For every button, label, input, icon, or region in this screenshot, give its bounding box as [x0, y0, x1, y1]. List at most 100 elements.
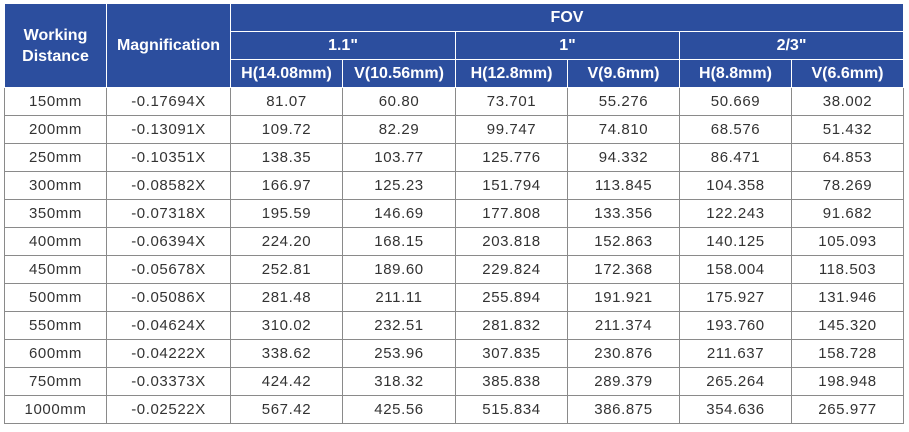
- table-cell: 191.921: [567, 283, 680, 312]
- table-cell: 131.946: [791, 283, 904, 312]
- table-cell: 211.11: [342, 283, 456, 312]
- table-cell: 81.07: [230, 87, 343, 116]
- table-cell: 230.876: [567, 339, 680, 368]
- table-cell: 211.637: [679, 339, 792, 368]
- table-cell: 300mm: [4, 171, 107, 200]
- table-cell: 158.004: [679, 255, 792, 284]
- sensor-group-header: 2/3": [679, 31, 904, 60]
- table-cell: 138.35: [230, 143, 343, 172]
- table-cell: 200mm: [4, 115, 107, 144]
- table-cell: -0.13091X: [106, 115, 231, 144]
- table-cell: 310.02: [230, 311, 343, 340]
- table-row: 350mm -0.07318X 195.59 146.69 177.808 133.356…: [4, 199, 904, 228]
- table-cell: 224.20: [230, 227, 343, 256]
- table-cell: 515.834: [455, 395, 568, 424]
- table-cell: 253.96: [342, 339, 456, 368]
- table-cell: 103.77: [342, 143, 456, 172]
- table-cell: 567.42: [230, 395, 343, 424]
- table-cell: -0.05086X: [106, 283, 231, 312]
- table-cell: -0.08582X: [106, 171, 231, 200]
- table-row: 150mm -0.17694X 81.07 60.80 73.701 55.276 50.6…: [4, 87, 904, 116]
- table-cell: 73.701: [455, 87, 568, 116]
- table-cell: 203.818: [455, 227, 568, 256]
- table-cell: 86.471: [679, 143, 792, 172]
- table-cell: 385.838: [455, 367, 568, 396]
- table-cell: 175.927: [679, 283, 792, 312]
- subcolumn-header: H(14.08mm): [230, 59, 343, 88]
- subcolumn-header: H(12.8mm): [455, 59, 568, 88]
- table-cell: 113.845: [567, 171, 680, 200]
- table-cell: 168.15: [342, 227, 456, 256]
- table-cell: 64.853: [791, 143, 904, 172]
- table-cell: 125.776: [455, 143, 568, 172]
- table-cell: 51.432: [791, 115, 904, 144]
- table-body: 150mm -0.17694X 81.07 60.80 73.701 55.276 50.6…: [4, 87, 904, 424]
- table-cell: 146.69: [342, 199, 456, 228]
- table-cell: 338.62: [230, 339, 343, 368]
- subcolumn-header: H(8.8mm): [679, 59, 792, 88]
- table-cell: 105.093: [791, 227, 904, 256]
- table-cell: -0.10351X: [106, 143, 231, 172]
- table-row: 300mm -0.08582X 166.97 125.23 151.794 113.845…: [4, 171, 904, 200]
- table-cell: 350mm: [4, 199, 107, 228]
- fov-header: FOV: [230, 3, 904, 32]
- table-cell: -0.17694X: [106, 87, 231, 116]
- table-cell: 600mm: [4, 339, 107, 368]
- table-cell: 289.379: [567, 367, 680, 396]
- table-cell: 151.794: [455, 171, 568, 200]
- subcolumn-header: V(6.6mm): [791, 59, 904, 88]
- table-cell: 265.977: [791, 395, 904, 424]
- table-cell: 122.243: [679, 199, 792, 228]
- table-cell: 60.80: [342, 87, 456, 116]
- fov-table: Working Distance Magnification FOV 1.1" …: [4, 3, 904, 424]
- table-cell: 281.48: [230, 283, 343, 312]
- table-cell: 198.948: [791, 367, 904, 396]
- table-cell: 150mm: [4, 87, 107, 116]
- fov-table-container: Working Distance Magnification FOV 1.1" …: [4, 3, 904, 424]
- table-row: 550mm -0.04624X 310.02 232.51 281.832 211.374…: [4, 311, 904, 340]
- table-cell: 158.728: [791, 339, 904, 368]
- table-cell: -0.04624X: [106, 311, 231, 340]
- subcolumn-header: V(9.6mm): [567, 59, 680, 88]
- table-cell: 354.636: [679, 395, 792, 424]
- table-cell: 424.42: [230, 367, 343, 396]
- table-cell: 133.356: [567, 199, 680, 228]
- table-cell: 189.60: [342, 255, 456, 284]
- table-cell: -0.04222X: [106, 339, 231, 368]
- table-cell: 118.503: [791, 255, 904, 284]
- table-cell: -0.06394X: [106, 227, 231, 256]
- table-row: 250mm -0.10351X 138.35 103.77 125.776 94.332 8…: [4, 143, 904, 172]
- table-cell: 109.72: [230, 115, 343, 144]
- table-cell: 145.320: [791, 311, 904, 340]
- table-cell: 252.81: [230, 255, 343, 284]
- table-row: 500mm -0.05086X 281.48 211.11 255.894 191.921…: [4, 283, 904, 312]
- table-cell: 104.358: [679, 171, 792, 200]
- table-cell: 74.810: [567, 115, 680, 144]
- table-cell: 50.669: [679, 87, 792, 116]
- table-cell: 68.576: [679, 115, 792, 144]
- magnification-header: Magnification: [106, 3, 231, 88]
- table-cell: -0.03373X: [106, 367, 231, 396]
- table-row: 600mm -0.04222X 338.62 253.96 307.835 230.876…: [4, 339, 904, 368]
- table-cell: 78.269: [791, 171, 904, 200]
- table-cell: 750mm: [4, 367, 107, 396]
- table-cell: 229.824: [455, 255, 568, 284]
- table-cell: 550mm: [4, 311, 107, 340]
- table-cell: 250mm: [4, 143, 107, 172]
- table-cell: 94.332: [567, 143, 680, 172]
- table-cell: 232.51: [342, 311, 456, 340]
- table-header: Working Distance Magnification FOV 1.1" …: [4, 3, 904, 88]
- table-cell: 318.32: [342, 367, 456, 396]
- sensor-group-header: 1": [455, 31, 680, 60]
- table-cell: 386.875: [567, 395, 680, 424]
- table-row: 450mm -0.05678X 252.81 189.60 229.824 172.368…: [4, 255, 904, 284]
- working-distance-header: Working Distance: [4, 3, 107, 88]
- table-cell: 211.374: [567, 311, 680, 340]
- table-cell: 125.23: [342, 171, 456, 200]
- table-cell: 500mm: [4, 283, 107, 312]
- table-cell: 172.368: [567, 255, 680, 284]
- table-cell: 255.894: [455, 283, 568, 312]
- table-cell: -0.07318X: [106, 199, 231, 228]
- table-cell: 281.832: [455, 311, 568, 340]
- table-cell: -0.02522X: [106, 395, 231, 424]
